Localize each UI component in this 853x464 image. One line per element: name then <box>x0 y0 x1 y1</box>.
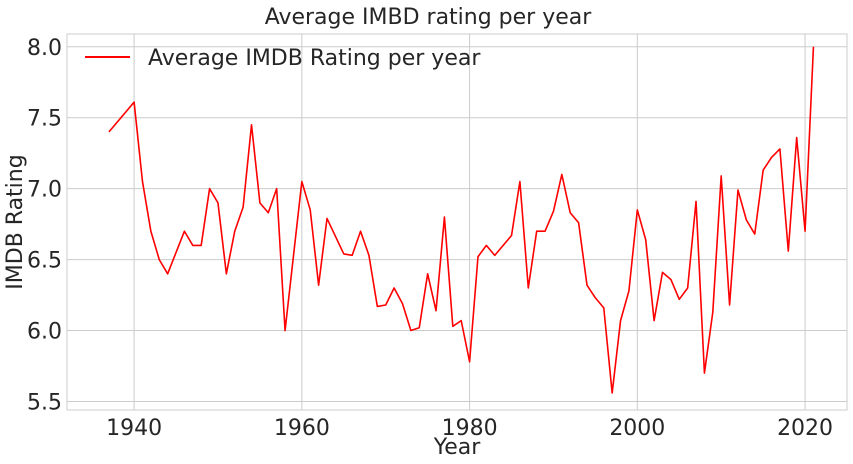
series-line <box>108 46 815 394</box>
y-tick-label: 6.0 <box>27 320 62 345</box>
chart-title: Average IMBD rating per year <box>265 5 593 30</box>
x-tick-label: 1960 <box>274 416 330 441</box>
tick-labels: 1940 1960 1980 2000 2020 5.5 6.0 6.5 7.0 7.5 8.0 <box>27 36 833 441</box>
plot-area <box>66 33 848 411</box>
x-tick-label: 2020 <box>777 416 833 441</box>
x-tick-label: 1940 <box>106 416 162 441</box>
x-axis-label: Year <box>433 435 482 460</box>
grid <box>67 34 847 410</box>
x-tick-label: 1980 <box>442 416 498 441</box>
series-layer <box>108 46 815 394</box>
y-axis-label: IMDB Rating <box>3 154 28 289</box>
legend-label: Average IMDB Rating per year <box>148 46 481 71</box>
x-tick-label: 2000 <box>609 416 665 441</box>
legend: Average IMDB Rating per year <box>85 46 481 71</box>
y-tick-label: 6.5 <box>27 249 62 274</box>
y-tick-label: 7.0 <box>27 178 62 203</box>
y-tick-label: 5.5 <box>27 390 62 415</box>
y-tick-label: 7.5 <box>27 107 62 132</box>
y-tick-label: 8.0 <box>27 36 62 61</box>
